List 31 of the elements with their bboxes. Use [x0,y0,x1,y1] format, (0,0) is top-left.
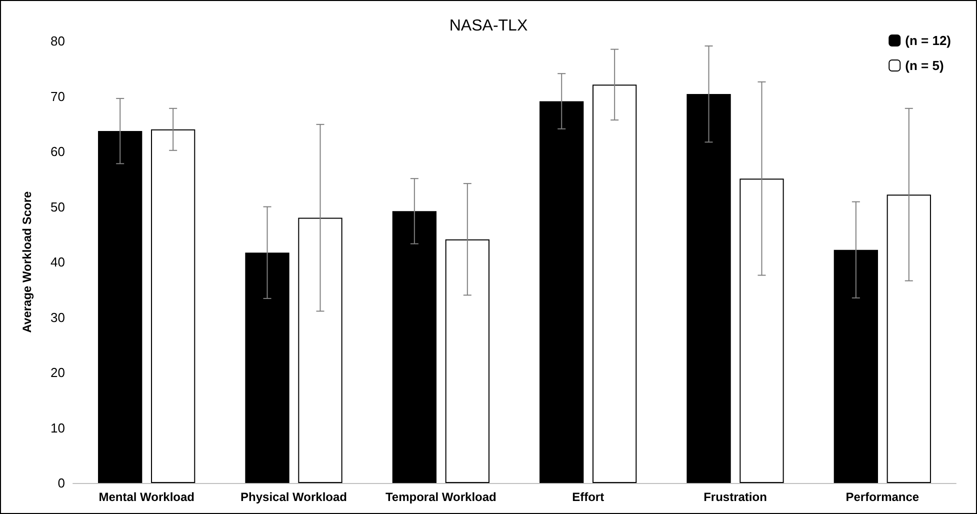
bar [245,252,290,483]
bar [740,178,784,483]
y-tick-label: 20 [50,365,65,380]
chart-title: NASA-TLX [449,18,528,34]
y-tick-label: 70 [50,88,65,104]
y-tick-label: 0 [58,476,65,490]
bar [445,239,490,483]
y-tick-label: 80 [50,34,65,48]
bar [151,129,196,483]
bar [392,211,436,483]
bar [592,84,637,483]
y-tick-label: 10 [50,420,65,436]
x-tick-label: Physical Workload [240,490,347,504]
x-tick-label: Frustration [704,490,767,504]
y-tick-label: 40 [50,254,65,270]
y-tick-label: 60 [50,144,65,159]
bar [834,250,878,483]
legend-label: (n = 12) [905,33,951,48]
legend-label: (n = 5) [905,58,944,73]
x-tick-label: Mental Workload [98,490,194,504]
x-tick-label: Temporal Workload [385,490,496,504]
bar [540,101,584,483]
x-tick-label: Effort [572,490,604,504]
bar [298,218,342,483]
y-axis-title: Average Workload Score [20,190,34,333]
bar [686,94,731,483]
x-tick-label: Performance [846,490,920,504]
y-tick-label: 50 [50,199,65,214]
bar [886,194,931,483]
y-tick-label: 30 [50,310,65,325]
bar [98,131,142,483]
